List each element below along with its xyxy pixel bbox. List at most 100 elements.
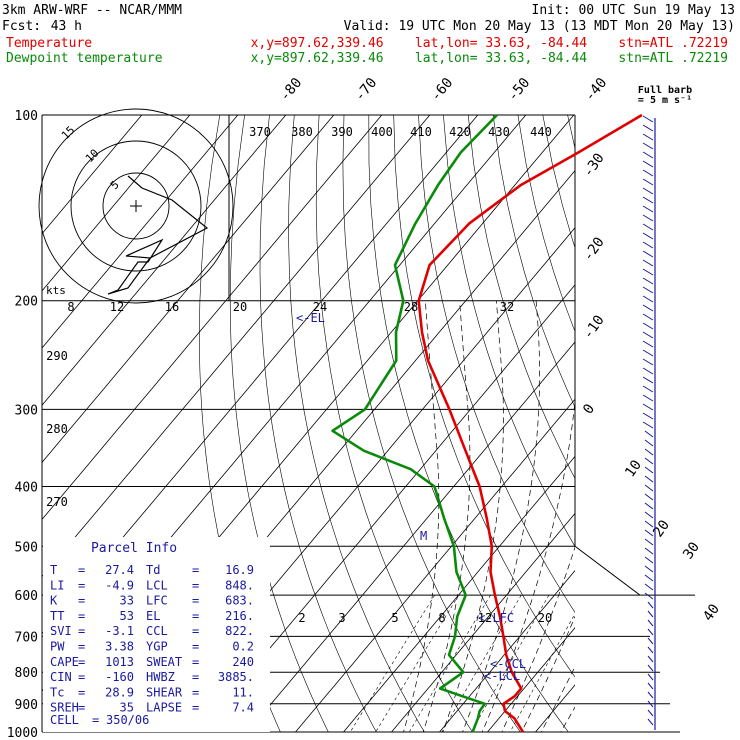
wind-barb (642, 142, 654, 150)
mixing-ratio-label: 32 (500, 300, 514, 314)
isotherm-line (390, 512, 575, 732)
dry-adiabat-line (315, 115, 473, 732)
parcel-equals: = (192, 640, 199, 654)
dry-adiabat-line (592, 115, 740, 740)
theta-left-label: 280 (46, 422, 68, 436)
theta-left-label: 290 (46, 349, 68, 363)
parcel-param-value: 27.4 (105, 563, 134, 577)
parcel-equals: = (78, 594, 85, 608)
theta-left-label: 270 (46, 495, 68, 509)
moist-adiabat-line (521, 615, 575, 732)
wind-barb (642, 214, 654, 222)
parcel-param-value: 0.2 (232, 640, 254, 654)
wind-barb (642, 421, 654, 429)
dry-adiabat-line (418, 115, 575, 613)
wind-barb (644, 484, 654, 492)
parcel-param-name: PW (50, 640, 65, 654)
pressure-tick-label: 500 (15, 540, 38, 555)
wind-barb (642, 277, 654, 285)
mixing-ratio-label: 8 (67, 300, 74, 314)
wind-barb (642, 241, 654, 249)
isotherm-line (294, 398, 575, 732)
wind-barb (647, 691, 654, 699)
parcel-equals: = (192, 594, 199, 608)
mixing-ratio-line (408, 594, 491, 732)
parcel-param-value: 822. (225, 624, 254, 638)
theta-label: 440 (530, 125, 552, 139)
isotherm-line (486, 627, 575, 732)
parcel-param-name: K (50, 594, 58, 608)
parcel-param-name: CCL (146, 624, 168, 638)
parcel-equals: = (192, 624, 199, 638)
moist-adiabat-line (501, 546, 575, 732)
theta-label: 380 (291, 125, 313, 139)
pressure-tick-label: 700 (15, 630, 38, 645)
parcel-param-name: SHEAR (146, 685, 183, 699)
hodograph-ring (70, 140, 202, 272)
wind-barb (644, 547, 654, 555)
temperature-line (417, 113, 643, 733)
parcel-param-name: EL (146, 609, 160, 623)
wind-barb (642, 232, 654, 240)
wind-barb (642, 331, 654, 339)
wind-barb (642, 250, 654, 258)
mixing-ratio-line (375, 594, 459, 732)
wind-barb (644, 475, 654, 483)
moist-adiabat-line (403, 300, 440, 732)
mixing-ratio-label: 12 (110, 300, 124, 314)
mixing-ratio-label: 8 (438, 611, 445, 625)
full-barb-units: = 5 m s⁻¹ (638, 95, 692, 106)
wind-barb (647, 610, 654, 618)
parcel-param-name: CIN (50, 670, 72, 684)
wind-barb (642, 178, 654, 186)
theta-label: 410 (410, 125, 432, 139)
moist-adiabat-line (560, 706, 575, 732)
parcel-param-name: Td (146, 563, 160, 577)
annotation-label: <-CCL (490, 657, 526, 671)
parcel-equals: = (78, 578, 85, 592)
wind-barb (644, 502, 654, 510)
parcel-param-value: 216. (225, 609, 254, 623)
parcel-info-title: Parcel Info (91, 541, 177, 556)
parcel-equals: = (78, 609, 85, 623)
isotherm-right-label: 0 (580, 401, 598, 417)
wind-barb (647, 700, 654, 708)
wind-barb (642, 358, 654, 366)
parcel-equals: = (78, 640, 85, 654)
parcel-param-name: TT (50, 609, 64, 623)
wind-barb (642, 412, 654, 420)
parcel-equals: = (78, 701, 85, 715)
wind-barb (647, 664, 654, 672)
annotation-label: M (420, 529, 427, 543)
parcel-param-value: 11. (232, 685, 254, 699)
wind-barb (644, 556, 654, 564)
isotherm-line (42, 115, 335, 464)
parcel-param-value: 3885. (218, 670, 254, 684)
parcel-equals: = (192, 685, 199, 699)
model-title: 3km ARW-WRF -- NCAR/MMM (2, 3, 182, 18)
hodograph-ring (102, 172, 170, 240)
pressure-tick-label: 100 (15, 109, 38, 124)
isotherm-line (438, 569, 575, 732)
parcel-equals: = (78, 670, 85, 684)
isotherm-top-label: -70 (352, 75, 381, 105)
isotherm-line (573, 115, 740, 740)
isotherm-line (42, 115, 287, 406)
parcel-param-name: CAPE (50, 655, 79, 669)
dry-adiabat-line (617, 115, 740, 740)
isotherm-line (621, 115, 740, 740)
parcel-param-value: -4.9 (105, 578, 134, 592)
wind-barb (647, 628, 654, 636)
level-annotations: <-EL M <-LFC <-CCL<-LCL (296, 311, 526, 683)
moist-adiabat-line (540, 666, 575, 732)
theta-label: 400 (371, 125, 393, 139)
parcel-equals: = (192, 578, 199, 592)
hodograph-trace (107, 175, 209, 295)
parcel-param-value: 33 (120, 594, 134, 608)
wind-barb (642, 133, 654, 141)
isotherm-right-label: -30 (580, 150, 608, 180)
sounding-profiles (331, 113, 643, 733)
wind-barb (644, 529, 654, 537)
parcel-param-value: 35 (120, 701, 134, 715)
